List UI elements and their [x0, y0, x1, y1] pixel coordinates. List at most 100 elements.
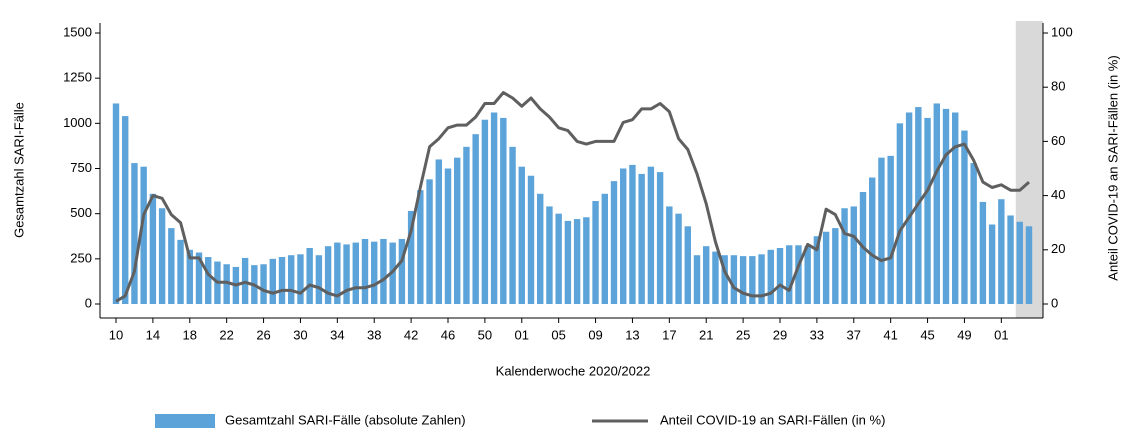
- x-tick-label: 01: [515, 327, 529, 342]
- x-tick-label: 34: [330, 327, 344, 342]
- bar: [942, 108, 950, 304]
- bar: [122, 116, 129, 305]
- bar: [850, 206, 857, 304]
- bar: [887, 155, 894, 304]
- bar: [629, 164, 636, 304]
- bar: [730, 255, 738, 304]
- bar: [168, 228, 175, 304]
- bar: [675, 213, 682, 304]
- bar: [583, 217, 590, 304]
- bar: [158, 208, 166, 304]
- x-tick-label: 45: [920, 327, 934, 342]
- x-tick-label: 33: [810, 327, 824, 342]
- bar: [970, 163, 977, 304]
- bar: [684, 226, 691, 304]
- bar: [832, 228, 839, 304]
- x-tick-label: 18: [183, 327, 197, 342]
- bar: [1025, 226, 1033, 304]
- bar: [306, 247, 313, 304]
- x-tick-label: 13: [625, 327, 639, 342]
- y-tick-label: 1000: [63, 115, 92, 130]
- bar: [223, 264, 230, 304]
- bar: [205, 257, 212, 304]
- bar: [149, 193, 157, 304]
- bar: [435, 159, 442, 304]
- bar: [463, 146, 470, 304]
- x-tick-label: 17: [662, 327, 676, 342]
- x-tick-label: 37: [847, 327, 861, 342]
- bar: [315, 255, 323, 304]
- x-tick-label: 29: [773, 327, 787, 342]
- bar: [573, 219, 581, 304]
- bar: [417, 190, 424, 304]
- bar: [703, 246, 710, 304]
- bar: [186, 249, 193, 304]
- y-tick-label: 250: [70, 250, 92, 265]
- bar: [647, 166, 655, 304]
- bar: [334, 242, 341, 304]
- bar: [177, 239, 184, 304]
- bar: [961, 130, 968, 304]
- bar: [509, 146, 516, 304]
- bar: [933, 103, 940, 305]
- x-tick-label: 46: [441, 327, 455, 342]
- bar: [988, 224, 996, 304]
- x-tick-label: 30: [293, 327, 307, 342]
- x-tick-label: 22: [219, 327, 233, 342]
- bar: [112, 103, 120, 305]
- bar: [546, 206, 553, 304]
- bar: [592, 201, 599, 304]
- bar: [564, 220, 572, 304]
- bar: [500, 117, 507, 304]
- bar: [527, 175, 535, 304]
- y-tick-label: 750: [70, 160, 92, 175]
- y2-axis-title: Anteil COVID-19 an SARI-Fällen (in %): [1105, 55, 1120, 280]
- y-axis-title: Gesamtzahl SARI-Fälle: [11, 102, 26, 238]
- bar: [601, 193, 608, 304]
- bar: [841, 208, 848, 304]
- bar: [924, 117, 931, 304]
- bar: [878, 157, 885, 304]
- bar: [979, 201, 987, 304]
- bar: [666, 206, 673, 304]
- bar: [131, 163, 138, 304]
- legend-swatch: [155, 414, 215, 428]
- y2-tick-label: 20: [1051, 241, 1065, 256]
- bar: [905, 112, 913, 304]
- bar: [288, 255, 295, 304]
- bar: [693, 255, 701, 304]
- bar: [454, 157, 461, 304]
- bar: [758, 254, 765, 304]
- bar: [537, 193, 544, 304]
- bar: [822, 231, 830, 304]
- y-tick-label: 0: [85, 295, 92, 310]
- bar: [998, 199, 1005, 304]
- bar: [638, 173, 645, 304]
- y-tick-label: 500: [70, 205, 92, 220]
- x-tick-label: 01: [994, 327, 1008, 342]
- x-tick-label: 05: [551, 327, 565, 342]
- bar: [444, 168, 452, 304]
- bar: [620, 168, 627, 304]
- bar: [398, 238, 406, 304]
- y2-tick-label: 100: [1051, 24, 1073, 39]
- bar: [297, 254, 304, 304]
- bar: [712, 251, 719, 304]
- bar: [407, 210, 415, 304]
- bar: [813, 236, 821, 304]
- bar: [195, 252, 203, 304]
- x-tick-label: 09: [588, 327, 602, 342]
- x-tick-label: 41: [883, 327, 897, 342]
- y-tick-label: 1250: [63, 70, 92, 85]
- bar: [260, 264, 267, 304]
- x-tick-label: 25: [736, 327, 750, 342]
- bar: [343, 244, 350, 304]
- x-axis-title: Kalenderwoche 2020/2022: [496, 363, 651, 378]
- bar: [1007, 215, 1014, 304]
- y2-tick-label: 40: [1051, 187, 1065, 202]
- bar: [140, 166, 147, 304]
- bar: [795, 245, 802, 304]
- bar: [896, 123, 904, 304]
- x-tick-label: 42: [404, 327, 418, 342]
- bar: [278, 257, 286, 304]
